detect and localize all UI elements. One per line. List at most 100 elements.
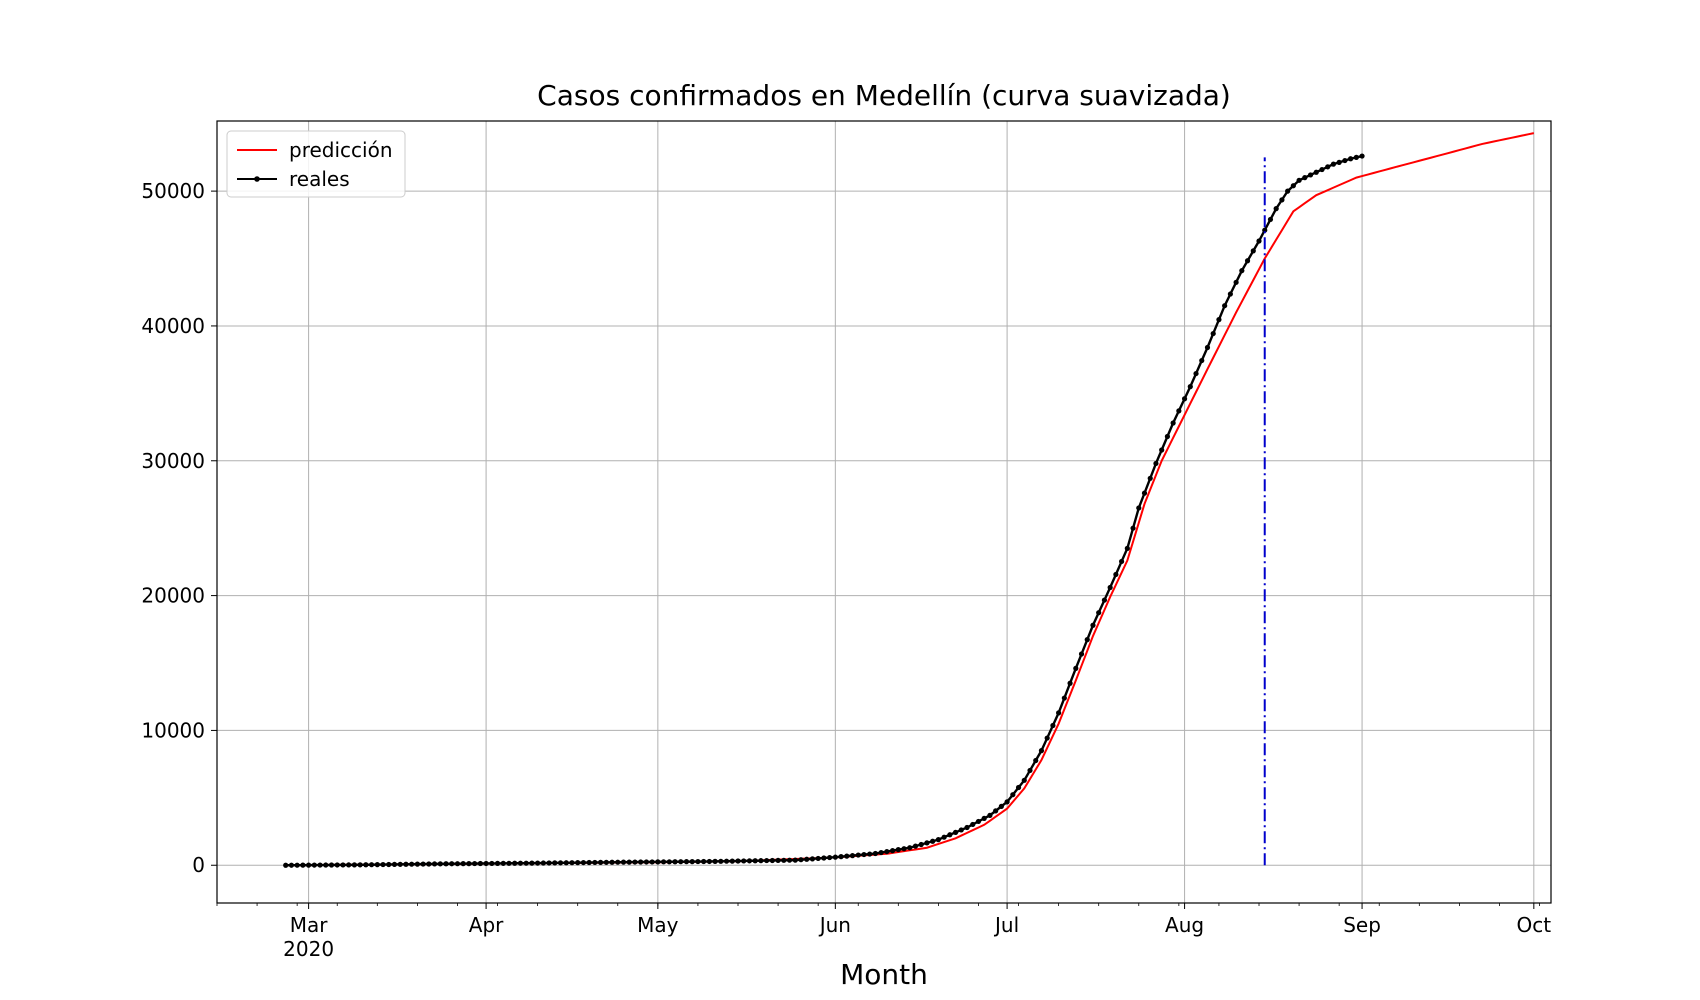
legend-label-prediccion: predicción — [289, 138, 393, 162]
reales-point — [844, 853, 850, 859]
reales-point — [334, 862, 340, 868]
reales-point — [786, 857, 793, 863]
reales-point — [809, 856, 816, 862]
reales-point — [758, 858, 764, 864]
reales-point — [706, 858, 712, 865]
reales-point — [975, 818, 982, 825]
reales-point — [540, 860, 546, 866]
reales-point — [867, 851, 873, 857]
x-tick-label: Apr — [469, 913, 504, 937]
reales-point — [1170, 420, 1176, 426]
reales-point — [1279, 197, 1285, 203]
reales-point — [386, 861, 392, 868]
reales-point — [987, 812, 993, 818]
reales-point — [1239, 268, 1245, 274]
x-tick-label: Jul — [993, 913, 1019, 937]
reales-point — [380, 861, 386, 868]
reales-point — [643, 859, 650, 865]
y-tick-label: 40000 — [141, 314, 205, 338]
legend-label-reales: reales — [289, 167, 350, 191]
reales-point — [454, 861, 461, 867]
reales-point — [1204, 344, 1211, 351]
reales-point — [1044, 735, 1050, 741]
reales-point — [924, 840, 930, 846]
reales-point — [1038, 748, 1045, 754]
reales-point — [340, 862, 346, 868]
reales-point — [729, 858, 735, 864]
reales-point — [592, 859, 598, 866]
reales-point — [1113, 571, 1119, 578]
reales-point — [958, 827, 964, 833]
y-tick-label: 50000 — [141, 179, 205, 203]
reales-point — [952, 829, 959, 835]
reales-point — [1010, 792, 1016, 798]
reales-point — [712, 858, 718, 864]
reales-point — [1004, 799, 1010, 805]
reales-point — [603, 859, 609, 865]
reales-point — [701, 858, 707, 865]
reales-point — [1273, 206, 1279, 212]
reales-point — [414, 861, 420, 867]
reales-point — [792, 857, 798, 863]
reales-point — [620, 859, 627, 865]
reales-point — [769, 857, 775, 864]
reales-point — [598, 859, 604, 866]
reales-point — [1101, 597, 1108, 603]
reales-point — [1119, 558, 1125, 565]
reales-point — [477, 860, 483, 867]
legend-box — [226, 130, 406, 198]
reales-point — [449, 861, 455, 867]
reales-point — [1141, 490, 1148, 496]
y-tick-label: 30000 — [141, 449, 205, 473]
reales-point — [649, 859, 655, 865]
reales-point — [941, 834, 947, 840]
reales-point — [535, 860, 541, 866]
reales-point — [723, 858, 730, 864]
reales-point — [1073, 665, 1079, 672]
reales-point — [1302, 175, 1308, 181]
reales-point — [918, 841, 924, 848]
reales-point — [861, 851, 867, 858]
reales-point — [288, 862, 295, 868]
reales-point — [472, 860, 478, 867]
reales-point — [374, 862, 380, 868]
reales-point — [746, 858, 753, 864]
reales-point — [306, 862, 312, 868]
reales-point — [695, 858, 701, 865]
reales-point — [798, 857, 804, 863]
x-tick-label: Mar — [290, 913, 329, 937]
reales-point — [735, 858, 741, 864]
reales-point — [466, 861, 472, 867]
reales-point — [323, 862, 329, 868]
reales-point — [935, 837, 941, 843]
reales-point — [1330, 161, 1337, 167]
reales-point — [1325, 164, 1331, 170]
reales-point — [855, 852, 861, 858]
reales-point — [586, 859, 592, 866]
reales-point — [849, 853, 856, 859]
grid — [217, 121, 1551, 903]
reales-point — [878, 849, 884, 856]
reales-point — [638, 859, 644, 865]
reales-point — [1130, 525, 1136, 531]
reales-point — [1210, 330, 1216, 337]
reales-point — [1078, 651, 1085, 657]
reales-point — [437, 861, 443, 867]
reales-point — [781, 857, 787, 863]
reales-point — [889, 848, 896, 854]
reales-point — [1084, 637, 1090, 643]
reales-point — [1353, 154, 1359, 160]
series-reales-line — [285, 154, 1363, 867]
reales-point — [895, 847, 901, 853]
x-tick-label: May — [637, 913, 679, 937]
reales-point — [1348, 156, 1354, 162]
reales-point — [1222, 303, 1228, 309]
reales-point — [626, 859, 632, 865]
reales-point — [815, 855, 821, 862]
reales-point — [512, 860, 518, 866]
reales-point — [964, 824, 970, 831]
x-tick-label: Aug — [1165, 913, 1204, 937]
reales-point — [552, 860, 558, 866]
reales-point — [1199, 357, 1205, 364]
